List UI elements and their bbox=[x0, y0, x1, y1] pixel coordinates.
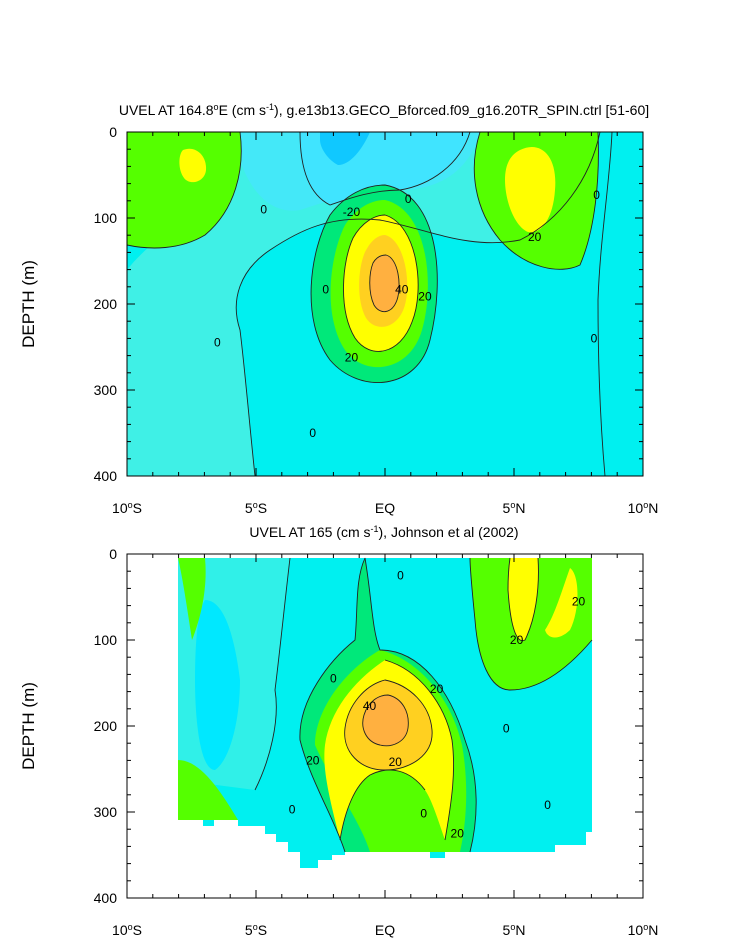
model-y-tick-label: 200 bbox=[94, 296, 118, 312]
model-y-tick-label: 0 bbox=[109, 124, 117, 140]
obs-north-jet-core bbox=[508, 558, 539, 641]
obs-x-tick-label: 5oN bbox=[503, 922, 526, 938]
obs-euc-40-region bbox=[362, 695, 409, 746]
obs-y-tick-label: 200 bbox=[94, 718, 118, 734]
obs-contour-label: 20 bbox=[306, 753, 320, 767]
model-contour-label: -20 bbox=[343, 205, 361, 219]
obs-x-tick-label: 10oN bbox=[628, 922, 659, 938]
model-contour-label: 0 bbox=[593, 188, 600, 202]
obs-contour-labels: 0 20 20 0 20 40 0 20 20 0 0 20 0 bbox=[289, 569, 586, 841]
model-y-tick-label: 100 bbox=[94, 210, 118, 226]
obs-north-jet-core-east bbox=[545, 568, 578, 638]
model-east-jet-core bbox=[505, 146, 556, 233]
obs-panel: UVEL AT 165 (cm s-1), Johnson et al (200… bbox=[19, 524, 658, 938]
model-contour-label: 0 bbox=[405, 192, 412, 206]
obs-x-tick-label: EQ bbox=[375, 922, 395, 938]
obs-contour-label: 20 bbox=[389, 755, 403, 769]
obs-y-tick-label: 0 bbox=[109, 546, 117, 562]
obs-contour-label: 40 bbox=[363, 699, 377, 713]
model-x-tick-label: 10oN bbox=[628, 500, 659, 516]
obs-x-tick-label: 5oS bbox=[245, 922, 267, 938]
model-x-axis: 10oS 5oS EQ 5oN 10oN bbox=[112, 132, 658, 516]
model-x-tick-label: EQ bbox=[375, 500, 395, 516]
obs-y-tick-label: 400 bbox=[94, 890, 118, 906]
model-x-tick-label: 5oN bbox=[503, 500, 526, 516]
model-contour-label: 40 bbox=[395, 282, 409, 296]
model-westward-band bbox=[127, 132, 600, 476]
obs-x-axis: 10oS 5oS EQ 5oN 10oN bbox=[112, 554, 658, 938]
obs-contour-field bbox=[178, 557, 593, 868]
obs-y-tick-label: 300 bbox=[94, 804, 118, 820]
model-contour-label: 20 bbox=[345, 350, 359, 364]
model-contour-field bbox=[126, 131, 643, 477]
obs-contour-label: 20 bbox=[572, 594, 586, 608]
model-contour-label: 0 bbox=[309, 426, 316, 440]
obs-contour-label: 0 bbox=[289, 802, 296, 816]
obs-contour-label: 0 bbox=[420, 807, 427, 821]
model-minus30-region bbox=[320, 132, 370, 165]
obs-west-minus-region bbox=[195, 600, 240, 770]
obs-contour-label: 20 bbox=[510, 633, 524, 647]
obs-southwest-jet bbox=[178, 760, 238, 820]
model-contour-label: 20 bbox=[528, 230, 542, 244]
obs-west-jet bbox=[178, 558, 206, 640]
obs-panel-title: UVEL AT 165 (cm s-1), Johnson et al (200… bbox=[249, 524, 518, 540]
model-contour-label: 0 bbox=[260, 202, 267, 216]
model-x-tick-label: 5oS bbox=[245, 500, 267, 516]
model-y-tick-label: 400 bbox=[94, 468, 118, 484]
obs-contour-label: 0 bbox=[544, 798, 551, 812]
model-west-jet bbox=[127, 132, 242, 248]
obs-contour-label: 20 bbox=[430, 682, 444, 696]
obs-contour-label: 0 bbox=[397, 569, 404, 583]
model-panel-title: UVEL AT 164.8oE (cm s-1), g.e13b13.GECO_… bbox=[119, 102, 649, 118]
model-y-tick-label: 300 bbox=[94, 382, 118, 398]
obs-y-axis-label: DEPTH (m) bbox=[19, 682, 38, 770]
obs-contour-label: 20 bbox=[451, 827, 465, 841]
model-west-jet-core bbox=[179, 148, 207, 183]
model-contour-label: 0 bbox=[322, 282, 329, 296]
model-panel: UVEL AT 164.8oE (cm s-1), g.e13b13.GECO_… bbox=[19, 102, 658, 516]
model-contour-label: 0 bbox=[214, 336, 221, 350]
obs-contour-label: 0 bbox=[330, 672, 337, 686]
model-contour-label: 20 bbox=[418, 289, 432, 303]
obs-x-tick-label: 10oS bbox=[112, 922, 142, 938]
model-y-axis-label: DEPTH (m) bbox=[19, 260, 38, 348]
obs-contour-label: 0 bbox=[503, 722, 510, 736]
model-contour-labels: 0 -20 0 0 40 20 20 0 0 20 0 0 bbox=[214, 188, 600, 440]
model-x-tick-label: 10oS bbox=[112, 500, 142, 516]
model-contour-label: 0 bbox=[591, 331, 598, 345]
obs-y-tick-label: 100 bbox=[94, 632, 118, 648]
model-euc-40-region bbox=[369, 255, 400, 312]
